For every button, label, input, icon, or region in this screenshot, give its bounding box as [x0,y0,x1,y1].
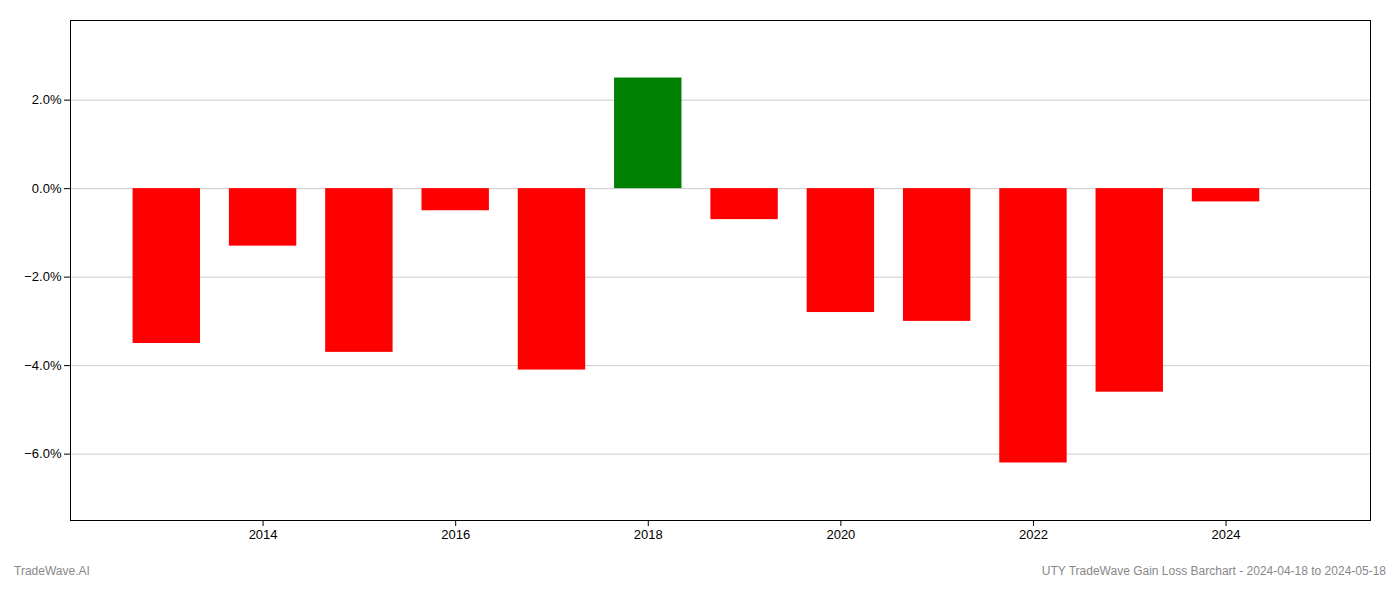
html-text:TradeWave.AI: TradeWave.AI [14,564,90,578]
svg-text:−2.0%: −2.0% [24,269,62,284]
svg-text:2016: 2016 [441,527,470,542]
svg-text:2022: 2022 [1019,527,1048,542]
svg-text:2024: 2024 [1212,527,1241,542]
html-text:UTY TradeWave Gain Loss Barcha: UTY TradeWave Gain Loss Barchart - 2024-… [1041,564,1386,578]
svg-text:2014: 2014 [249,527,278,542]
svg-text:2.0%: 2.0% [32,92,62,107]
svg-text:0.0%: 0.0% [32,181,62,196]
svg-text:−6.0%: −6.0% [24,446,62,461]
svg-text:−4.0%: −4.0% [24,358,62,373]
svg-text:2018: 2018 [634,527,663,542]
svg-text:2020: 2020 [826,527,855,542]
